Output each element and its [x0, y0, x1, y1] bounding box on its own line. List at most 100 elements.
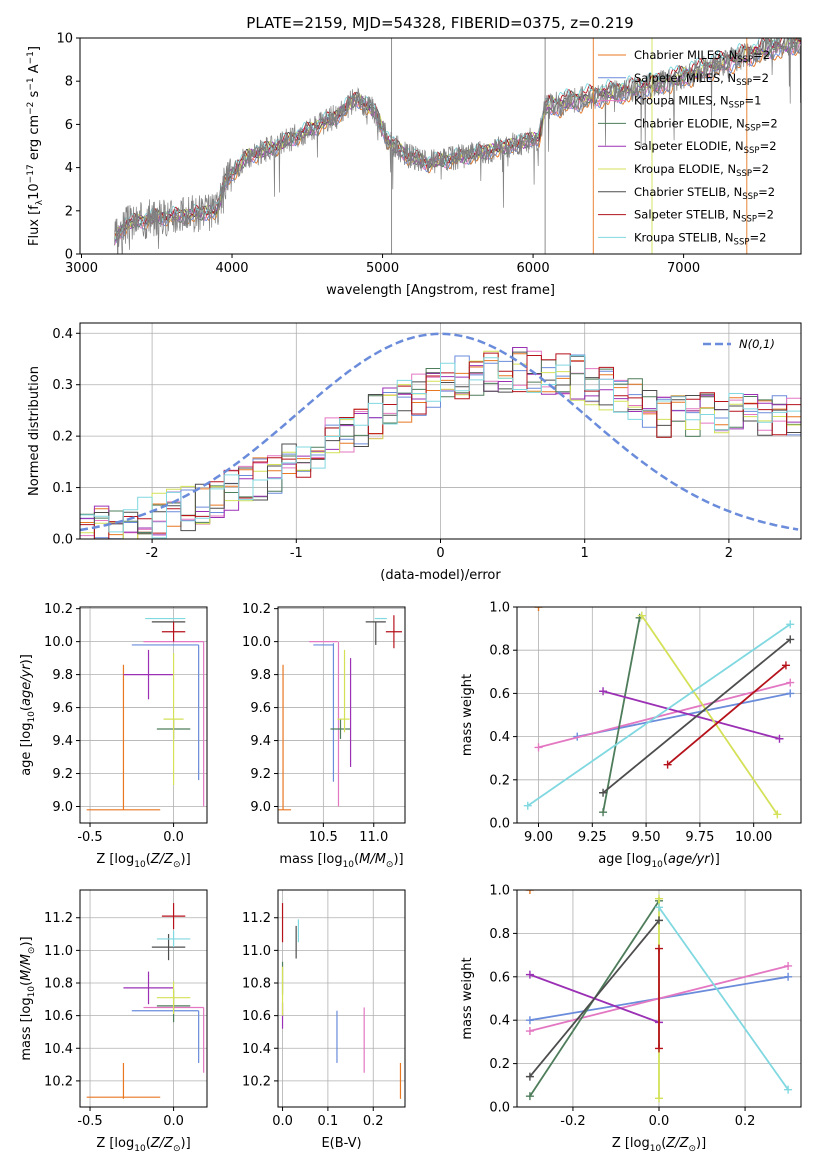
weight-series: [663, 661, 790, 769]
weight-marker: [781, 661, 790, 670]
y-axis-label: Flux [fλ10−17 erg cm−2 s−1 A−1]: [26, 46, 45, 246]
x-tick-label: -0.5: [77, 1114, 102, 1129]
axes: 0.0 0.1 0.2 10.2 10.4 10.6 10.8 11.0 11.2: [242, 889, 406, 1129]
legend-entry: Chabrier MILES, NSSP=2: [634, 48, 770, 65]
legend-entry: Salpeter ELODIE, NSSP=2: [634, 139, 777, 156]
x-tick-label: 0.2: [363, 1114, 384, 1129]
y-tick-label: 9.4: [250, 734, 271, 749]
x-tick-label: 3000: [65, 261, 98, 276]
x-axis-label: Z [log10(Z/Z⊙)]: [612, 1136, 706, 1154]
panel-mass_vs_EBV: 0.0 0.1 0.2 10.2 10.4 10.6 10.8 11.0 11.2 E(B-V): [242, 889, 406, 1151]
weight-marker: [663, 760, 672, 769]
weight-series: [523, 620, 795, 810]
axes: -0.2 0.0 0.2 0.0 0.2 0.4 0.6 0.8 1.0: [489, 884, 802, 1129]
histogram-step: [80, 355, 801, 539]
weight-series: [599, 687, 784, 743]
weight-series: [637, 611, 782, 819]
y-axis-label: age [log10(age/yr)]: [19, 654, 37, 776]
plot-area: [80, 332, 801, 539]
plot-area: [281, 903, 402, 1099]
y-tick-label: 8: [65, 75, 73, 90]
x-tick-label: 2: [725, 546, 733, 561]
legend: N(0,1): [703, 337, 775, 351]
weight-marker: [655, 903, 663, 912]
weight-marker: [599, 788, 608, 797]
y-tick-label: 0.4: [52, 327, 73, 342]
weight-series: [534, 607, 543, 611]
legend-entry: Salpeter MILES, NSSP=2: [634, 71, 769, 88]
y-axis-label: mass [log10(M/M⊙)]: [19, 936, 37, 1060]
plot-area: [278, 615, 402, 811]
plot-area: [86, 617, 205, 811]
plot-area: [523, 607, 795, 819]
panel-mass_vs_Z: -0.5 0.0 10.2 10.4 10.6 10.8 11.0 11.2 Z [log10(…: [19, 889, 208, 1154]
axes-frame: [277, 606, 406, 824]
panel-age_vs_Z: -0.5 0.0 9.0 9.2 9.4 9.6 9.8 10.0 10.2 Z [log10(Z…: [19, 602, 208, 870]
y-tick-label: 9.6: [52, 701, 73, 716]
weight-series: [573, 689, 795, 741]
x-tick-label: 6000: [517, 261, 550, 276]
weight-marker: [637, 611, 646, 620]
plot-area: [525, 890, 793, 1103]
weight-marker: [655, 1044, 663, 1053]
x-axis-label: age [log10(age/yr)]: [598, 852, 720, 870]
legend-entry: N(0,1): [739, 337, 775, 351]
y-tick-label: 11.0: [242, 944, 271, 959]
grid: [278, 607, 405, 823]
weight-marker: [525, 970, 534, 979]
y-tick-label: 0.6: [489, 687, 510, 702]
y-tick-label: 0.0: [489, 1101, 510, 1116]
y-tick-label: 1.0: [489, 601, 510, 616]
y-tick-label: 11.0: [44, 944, 73, 959]
errorbar-point: [151, 934, 186, 961]
y-tick-label: 10.4: [242, 1042, 271, 1057]
weight-marker: [523, 801, 532, 810]
weight-series: [599, 635, 795, 797]
weight-series: [534, 678, 795, 752]
weight-series: [655, 944, 663, 1053]
y-tick-label: 0.8: [489, 644, 510, 659]
x-tick-label: 0.0: [163, 830, 184, 845]
x-tick-label: 9.50: [632, 830, 661, 845]
y-tick-label: 9.4: [52, 734, 73, 749]
axes-frame: [79, 37, 802, 255]
x-tick-label: -1: [290, 546, 303, 561]
y-axis-label: mass weight: [460, 674, 475, 756]
weight-series: [599, 613, 644, 817]
grid: [80, 323, 801, 540]
y-tick-label: 10.8: [44, 977, 73, 992]
weight-marker: [655, 944, 663, 953]
weight-marker: [655, 916, 663, 925]
y-tick-label: 9.0: [52, 800, 73, 815]
y-tick-label: 0.6: [489, 970, 510, 985]
axes: 9.00 9.25 9.50 9.75 10.00 0.0 0.2 0.4 0.6 0.8 1.0: [489, 601, 802, 845]
data-spectrum-line: [114, 38, 801, 254]
weight-marker: [599, 808, 608, 817]
grid: [80, 890, 207, 1107]
x-tick-label: 0: [436, 546, 444, 561]
plot-area: [86, 903, 205, 1099]
y-tick-label: 11.2: [44, 911, 73, 926]
y-tick-label: 9.8: [250, 668, 271, 683]
weight-line: [602, 638, 791, 794]
weight-line: [667, 664, 787, 766]
y-tick-label: 9.8: [52, 668, 73, 683]
x-tick-label: -0.5: [77, 830, 102, 845]
y-tick-label: 0.2: [489, 1057, 510, 1072]
model-spectrum-line: [114, 45, 801, 243]
x-tick-label: 4000: [215, 261, 248, 276]
x-tick-label: 1: [581, 546, 589, 561]
y-tick-label: 10.2: [44, 1074, 73, 1089]
x-tick-label: 0.2: [735, 1114, 756, 1129]
figure-title: PLATE=2159, MJD=54328, FIBERID=0375, z=0…: [246, 14, 633, 32]
y-tick-label: 9.2: [250, 767, 271, 782]
y-tick-label: 0.0: [52, 533, 73, 548]
y-tick-label: 10.2: [242, 602, 271, 617]
grid: [278, 890, 405, 1107]
weight-marker: [534, 607, 543, 611]
x-tick-label: 0.0: [163, 1114, 184, 1129]
weight-marker: [784, 972, 793, 981]
x-tick-label: 0.0: [649, 1114, 670, 1129]
y-tick-label: 2: [65, 204, 73, 219]
